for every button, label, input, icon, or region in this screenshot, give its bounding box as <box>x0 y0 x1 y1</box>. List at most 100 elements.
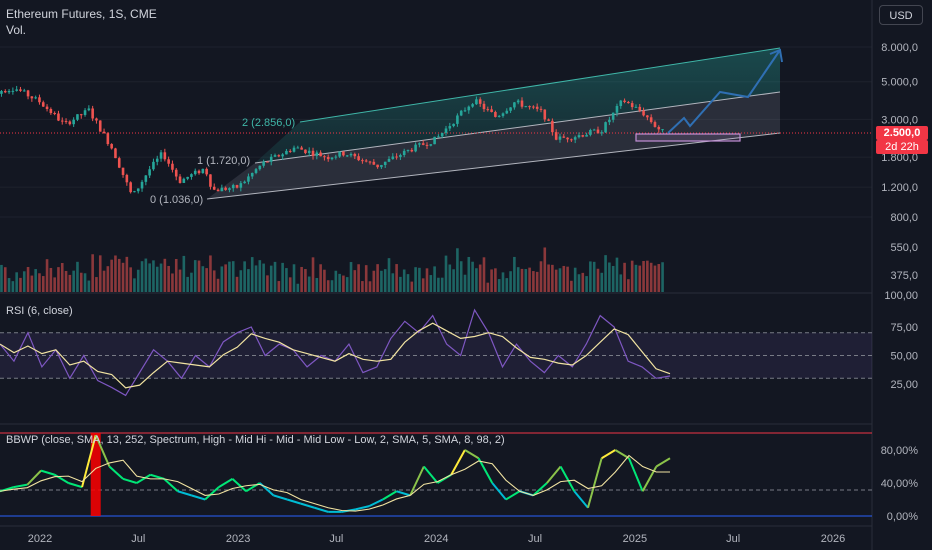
candle-body <box>91 108 94 119</box>
volume-bar <box>174 258 178 292</box>
candle-body <box>178 176 182 183</box>
candle-body <box>528 106 531 108</box>
volume-bar <box>448 264 452 292</box>
volume-bar <box>98 255 102 292</box>
fib-label-0: 0 (1.036,0) <box>150 194 203 206</box>
volume-bar <box>243 261 246 292</box>
bbwp-extreme-bar <box>90 433 101 516</box>
volume-bar <box>421 278 425 292</box>
candle-body <box>258 165 262 170</box>
volume-bar <box>281 262 284 292</box>
candle-body <box>562 136 566 138</box>
volume-bar <box>197 260 201 292</box>
candle-body <box>296 147 300 149</box>
volume-bar <box>296 283 300 292</box>
candle-body <box>501 113 505 116</box>
price-tick-label: 1.800,0 <box>881 152 918 164</box>
candle-body <box>638 106 642 111</box>
candle-body <box>152 161 155 170</box>
candle-body <box>573 137 577 140</box>
symbol-title[interactable]: Ethereum Futures, 1S, CME <box>6 7 157 21</box>
candle-body <box>334 156 338 158</box>
volume-bar <box>437 277 440 292</box>
candle-body <box>490 109 493 113</box>
candle-body <box>452 123 455 127</box>
volume-bar <box>155 266 159 292</box>
volume-bar <box>566 266 569 292</box>
candle-body <box>159 152 163 159</box>
bbwp-segment <box>368 498 384 508</box>
volume-bar <box>463 274 467 292</box>
volume-bar <box>38 273 41 292</box>
volume-bar <box>254 265 258 292</box>
price-tick-label: 5.000,0 <box>881 77 918 89</box>
candle-body <box>98 120 102 132</box>
bbwp-title: BBWP (close, SMA, 13, 252, Spectrum, Hig… <box>6 434 505 446</box>
price-tick-label: 3.000,0 <box>881 114 918 126</box>
candle-body <box>121 167 125 175</box>
volume-bar <box>45 259 49 292</box>
candle-body <box>437 136 440 138</box>
volume-bar <box>68 274 72 292</box>
candle-body <box>380 165 383 168</box>
volume-bar <box>121 262 125 292</box>
volume-bar <box>486 282 490 292</box>
candle-body <box>231 185 235 189</box>
volume-bar <box>505 278 509 292</box>
bbwp-segment <box>491 482 507 501</box>
volume-bar <box>429 275 433 292</box>
bbwp-extreme-bars <box>90 433 101 516</box>
volume-bar <box>114 255 117 292</box>
volume-bar <box>558 268 562 292</box>
fib-channel-top-line <box>299 47 781 123</box>
volume-bar <box>0 264 3 292</box>
volume-bar <box>513 256 516 292</box>
volume-bar <box>49 267 53 292</box>
candle-body <box>174 169 178 177</box>
candle-body <box>619 100 623 106</box>
bbwp-segment <box>273 494 288 501</box>
volume-bar <box>349 262 353 292</box>
volume-bar <box>288 277 292 292</box>
candle-body <box>323 156 326 158</box>
volume-bar <box>102 270 106 292</box>
candle-body <box>589 130 592 135</box>
currency-button[interactable]: USD <box>879 5 923 25</box>
volume-bar <box>592 261 596 292</box>
candle-body <box>395 156 398 158</box>
bbwp-segment <box>231 478 247 492</box>
volume-bar <box>140 261 144 292</box>
volume-bar <box>338 273 341 292</box>
bbwp-segment <box>655 457 671 468</box>
volume-bar <box>539 261 543 292</box>
volume-bar <box>266 275 269 292</box>
bbwp-segment <box>204 486 220 501</box>
time-axis: 2022 Jul 2023 Jul 2024 Jul 2025 Jul 2026 <box>28 533 845 545</box>
volume-bar <box>615 257 619 292</box>
volume-bar <box>604 255 607 292</box>
time-tick-label: 2026 <box>821 533 845 545</box>
candle-body <box>418 143 421 145</box>
volume-bar <box>22 271 26 292</box>
volume-bar <box>589 261 592 292</box>
candle-body <box>657 126 661 130</box>
candle-body <box>140 181 144 189</box>
candle-body <box>342 151 345 156</box>
candle-body <box>182 178 186 183</box>
rsi-title: RSI (6, close) <box>6 305 73 317</box>
bbwp-segment <box>409 466 425 496</box>
volume-bar <box>653 265 657 292</box>
volume-bar <box>570 280 573 292</box>
candle-body <box>577 135 581 138</box>
candle-body <box>254 169 258 173</box>
candle-body <box>448 126 452 129</box>
price-tick-label: 1.200,0 <box>881 182 918 194</box>
bbwp-segment <box>532 482 548 497</box>
candle-body <box>26 90 30 97</box>
candle-body <box>155 158 159 162</box>
volume-bar <box>433 266 436 292</box>
volume-bar <box>387 258 391 292</box>
volume-bar <box>516 267 520 292</box>
volume-bar <box>406 274 410 292</box>
